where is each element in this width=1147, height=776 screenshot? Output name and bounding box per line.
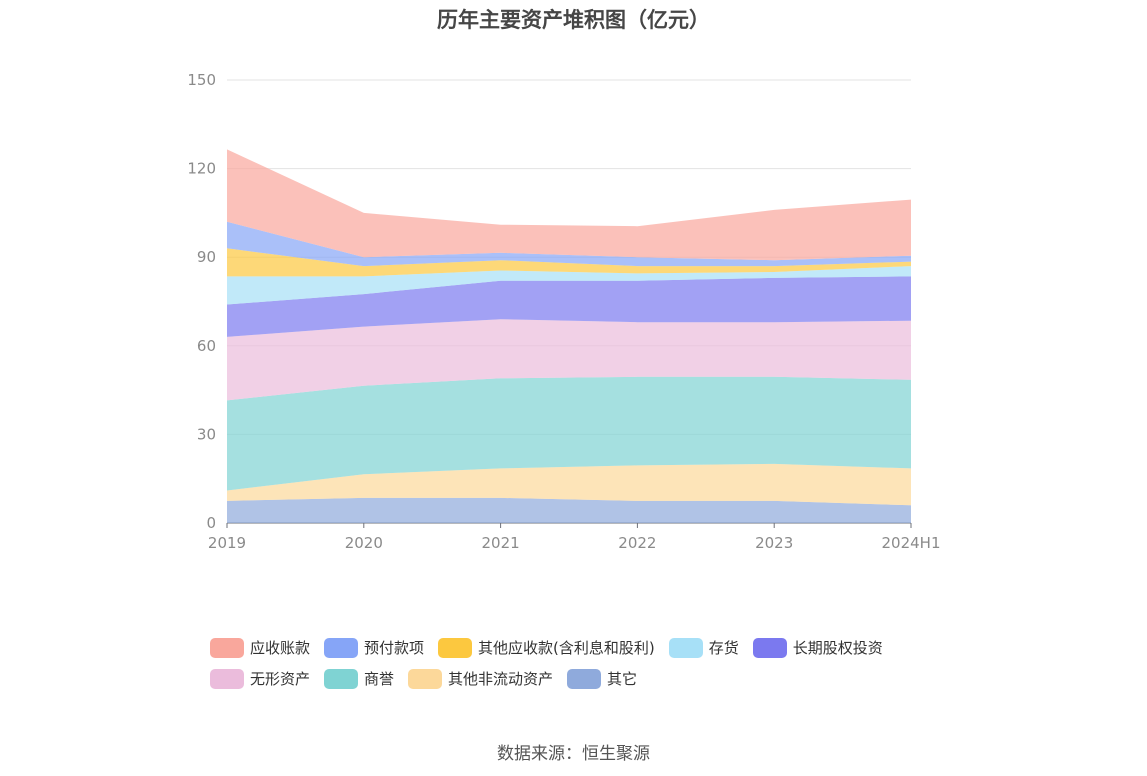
legend-label: 其他非流动资产 xyxy=(448,670,554,688)
stacked-area-chart: 0 30 60 90 120 150 2019 2020 2021 2022 2023 2024H1 xyxy=(187,71,941,552)
legend-item[interactable]: 应收账款 xyxy=(210,637,310,658)
area-series-无形资产 xyxy=(227,319,911,401)
y-tick-label: 0 xyxy=(206,514,216,532)
area-series-存货 xyxy=(227,266,911,305)
legend-swatch xyxy=(438,637,473,658)
area-series-预付款项 xyxy=(227,221,911,267)
legend-item[interactable]: 长期股权投资 xyxy=(752,637,883,658)
x-tick-label: 2021 xyxy=(482,534,520,552)
area-series-其他应收款(含利息和股利) xyxy=(227,248,911,277)
y-tick-label: 150 xyxy=(187,71,216,89)
area-series xyxy=(227,149,911,523)
legend-label: 无形资产 xyxy=(250,670,311,688)
area-series-其他非流动资产 xyxy=(227,463,911,506)
y-tick-label: 90 xyxy=(197,248,216,266)
legend-label: 长期股权投资 xyxy=(792,639,883,657)
area-series-其它 xyxy=(227,497,911,523)
x-tick-label: 2020 xyxy=(345,534,383,552)
legend-item[interactable]: 无形资产 xyxy=(210,668,310,689)
legend-swatch xyxy=(210,637,244,658)
x-tick-label: 2024H1 xyxy=(882,534,941,552)
legend-item[interactable]: 商誉 xyxy=(324,668,394,689)
legend-item[interactable]: 其他应收款(含利息和股利) xyxy=(438,637,655,658)
x-tick-label: 2022 xyxy=(618,534,656,552)
area-series-应收账款 xyxy=(227,149,911,261)
axes: 2019 2020 2021 2022 2023 2024H1 xyxy=(208,523,941,552)
x-tick-label: 2019 xyxy=(208,534,246,552)
legend-label: 其他应收款(含利息和股利) xyxy=(478,639,655,657)
legend-label: 应收账款 xyxy=(250,639,311,657)
y-tick-label: 30 xyxy=(197,425,216,443)
area-series-商誉 xyxy=(227,376,911,491)
legend-item[interactable]: 预付款项 xyxy=(324,637,424,658)
legend-swatch xyxy=(408,668,443,689)
legend-item[interactable]: 其它 xyxy=(567,668,637,689)
legend-swatch xyxy=(752,637,787,658)
y-tick-label: 60 xyxy=(197,337,216,355)
legend-label: 商誉 xyxy=(364,670,395,688)
chart-title: 历年主要资产堆积图（亿元） xyxy=(437,8,710,32)
legend-swatch xyxy=(324,637,359,658)
legend-item[interactable]: 其他非流动资产 xyxy=(408,668,553,689)
legend-swatch xyxy=(210,668,244,689)
area-series-长期股权投资 xyxy=(227,276,911,337)
legend-label: 存货 xyxy=(708,639,739,657)
legend-swatch xyxy=(324,668,359,689)
legend-label: 预付款项 xyxy=(364,639,425,657)
legend-swatch xyxy=(668,637,703,658)
x-tick-label: 2023 xyxy=(755,534,793,552)
y-tick-label: 120 xyxy=(187,160,216,178)
legend: 应收账款 预付款项 其他应收款(含利息和股利) 存货 长期股权投资无形资产 商誉 其他非流动… xyxy=(210,637,970,689)
legend-item[interactable]: 存货 xyxy=(668,637,739,658)
legend-label: 其它 xyxy=(607,670,638,688)
data-source-note: 数据来源：恒生聚源 xyxy=(497,744,650,764)
legend-swatch xyxy=(567,668,602,689)
